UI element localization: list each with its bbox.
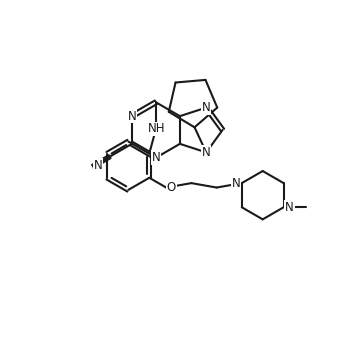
Text: N: N [94,159,103,172]
Text: O: O [166,181,176,194]
Text: N: N [151,151,160,164]
Text: N: N [202,101,211,114]
Text: N: N [285,201,294,214]
Text: NH: NH [148,122,166,135]
Text: N: N [232,177,240,189]
Text: N: N [202,146,211,159]
Text: N: N [127,110,136,123]
